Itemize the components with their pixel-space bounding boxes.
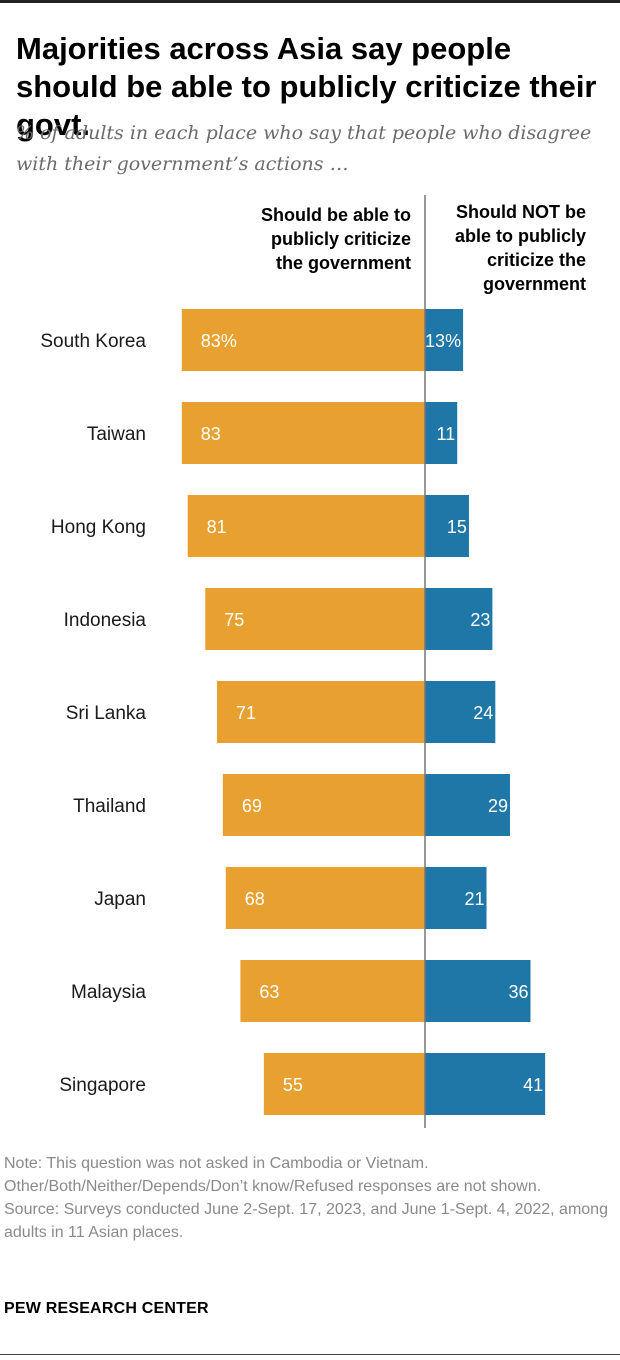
chart-subtitle: % of adults in each place who say that p… bbox=[16, 122, 592, 175]
header-should-criticize: publicly criticize bbox=[271, 229, 411, 249]
bar-should-criticize bbox=[222, 774, 425, 836]
value-label-should-criticize: 83% bbox=[201, 331, 237, 351]
header-should-criticize: the government bbox=[276, 253, 411, 273]
bar-should-not-criticize bbox=[425, 402, 458, 464]
bar-should-not-criticize bbox=[425, 960, 531, 1022]
note-line: Note: This question was not asked in Cam… bbox=[4, 1155, 429, 1172]
notes: Note: This question was not asked in Cam… bbox=[4, 1152, 614, 1244]
bar-should-not-criticize bbox=[425, 309, 464, 371]
bar-should-not-criticize bbox=[425, 588, 493, 650]
bar-should-criticize bbox=[225, 867, 425, 929]
value-label-should-criticize: 55 bbox=[283, 1075, 303, 1095]
top-rule bbox=[0, 0, 620, 3]
category-label: Hong Kong bbox=[51, 517, 146, 538]
category-label: Malaysia bbox=[71, 982, 146, 1003]
category-label: Indonesia bbox=[64, 610, 147, 631]
value-label-should-not-criticize: 13% bbox=[425, 331, 461, 351]
bottom-rule bbox=[0, 1354, 620, 1355]
value-label-should-not-criticize: 21 bbox=[464, 889, 484, 909]
bar-should-criticize bbox=[205, 588, 425, 650]
value-label-should-criticize: 69 bbox=[242, 796, 262, 816]
bar-should-not-criticize bbox=[425, 1053, 546, 1115]
category-label: South Korea bbox=[40, 331, 146, 352]
value-label-should-criticize: 71 bbox=[236, 703, 256, 723]
bar-should-criticize bbox=[240, 960, 425, 1022]
source-line: Source: Surveys conducted June 2-Sept. 1… bbox=[4, 1201, 608, 1241]
bar-should-not-criticize bbox=[425, 774, 510, 836]
note-line: Other/Both/Neither/Depends/Don’t know/Re… bbox=[4, 1178, 542, 1195]
header-should-not-criticize: criticize the bbox=[487, 250, 586, 270]
category-label: Singapore bbox=[59, 1075, 146, 1096]
value-label-should-criticize: 75 bbox=[224, 610, 244, 630]
bar-should-criticize bbox=[181, 402, 425, 464]
value-label-should-not-criticize: 23 bbox=[470, 610, 490, 630]
value-label-should-not-criticize: 24 bbox=[473, 703, 493, 723]
brand-logo-text: PEW RESEARCH CENTER bbox=[4, 1300, 209, 1317]
category-label: Sri Lanka bbox=[66, 703, 147, 724]
bar-should-criticize bbox=[263, 1053, 425, 1115]
value-label-should-not-criticize: 11 bbox=[437, 424, 456, 444]
value-label-should-not-criticize: 29 bbox=[488, 796, 508, 816]
header-should-not-criticize: able to publicly bbox=[455, 226, 586, 246]
value-label-should-criticize: 68 bbox=[245, 889, 265, 909]
bar-should-criticize bbox=[187, 495, 425, 557]
value-label-should-criticize: 63 bbox=[259, 982, 279, 1002]
header-should-criticize: Should be able to bbox=[261, 205, 411, 225]
category-label: Japan bbox=[94, 889, 146, 910]
bar-should-criticize bbox=[181, 309, 425, 371]
value-label-should-not-criticize: 15 bbox=[447, 517, 467, 537]
bar-should-not-criticize bbox=[425, 867, 487, 929]
value-label-should-not-criticize: 41 bbox=[523, 1075, 543, 1095]
value-label-should-criticize: 81 bbox=[207, 517, 227, 537]
chart-title: Majorities across Asia say people should… bbox=[16, 31, 597, 142]
category-label: Taiwan bbox=[87, 424, 146, 445]
diverging-bar-chart: Should be able to publicly criticize the g… bbox=[40, 195, 586, 1128]
value-label-should-not-criticize: 36 bbox=[508, 982, 528, 1002]
bar-should-not-criticize bbox=[425, 681, 496, 743]
category-label: Thailand bbox=[73, 796, 146, 817]
header-should-not-criticize: government bbox=[483, 274, 586, 294]
header-should-not-criticize: Should NOT be bbox=[456, 202, 586, 222]
value-label-should-criticize: 83 bbox=[201, 424, 221, 444]
bar-should-not-criticize bbox=[425, 495, 469, 557]
bar-should-criticize bbox=[216, 681, 425, 743]
